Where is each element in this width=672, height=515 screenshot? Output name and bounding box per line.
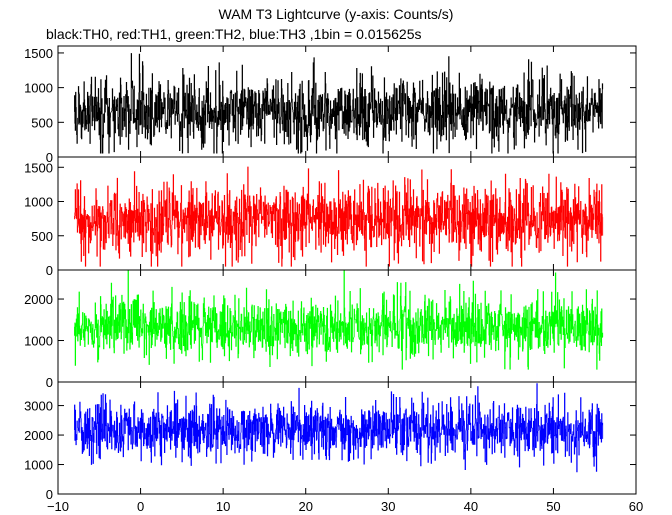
y-tick-label: 0 [46,487,53,502]
y-tick-label: 2000 [24,292,53,307]
y-tick-label: 1000 [24,458,53,473]
panel-th0: 0 500 1000 1500 [24,45,637,165]
y-tick-label: 1500 [24,160,53,175]
x-axis: −10 0 10 20 30 40 50 60 [47,499,643,514]
y-tick-label: 0 [46,375,53,390]
y-tick-label: 1000 [24,195,53,210]
chart-title: WAM T3 Lightcurve (y-axis: Counts/s) [218,6,454,22]
panel-th3: 0 1000 2000 3000 [24,381,637,502]
x-tick-label: 10 [216,499,230,514]
x-tick-label: 50 [546,499,560,514]
y-tick-label: 500 [31,115,53,130]
panel-frame [57,381,637,495]
x-tick-label: 0 [137,499,144,514]
x-tick-label: 40 [464,499,478,514]
chart-subtitle: black:TH0, red:TH1, green:TH2, blue:TH3 … [46,26,422,42]
y-tick-label: 0 [46,263,53,278]
y-tick-label: 1500 [24,46,53,61]
x-tick-label: 30 [381,499,395,514]
y-tick-label: 1000 [24,334,53,349]
y-tick-label: 2000 [24,428,53,443]
panel-th2: 0 1000 2000 [24,269,637,390]
series-line-th3 [74,383,604,473]
y-tick-label: 3000 [24,399,53,414]
y-tick-label: 500 [31,229,53,244]
panels-layer: 0500100015000500100015000100020000100020… [24,45,637,502]
x-tick-label: −10 [47,499,69,514]
y-tick-label: 1000 [24,81,53,96]
x-tick-label: 20 [298,499,312,514]
series-line-th0 [74,53,604,154]
y-tick-label: 0 [46,150,53,165]
x-tick-label: 60 [629,499,643,514]
series-line-th1 [74,166,604,267]
series-line-th2 [74,270,604,370]
panel-th1: 0 500 1000 1500 [24,156,637,278]
